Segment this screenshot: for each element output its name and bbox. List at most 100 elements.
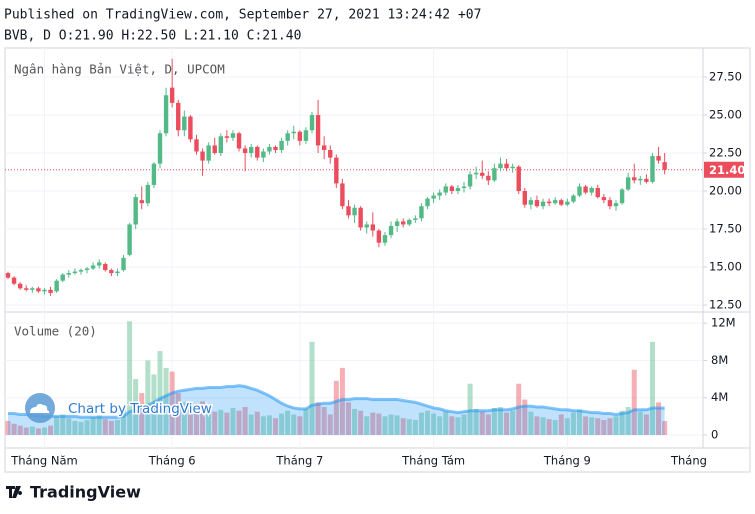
candle-body — [407, 219, 412, 225]
volume-bar — [558, 414, 564, 435]
candle-body — [90, 265, 96, 269]
volume-bar — [17, 425, 23, 435]
volume-bar — [382, 416, 388, 435]
volume-bar — [327, 414, 333, 435]
candle-body — [48, 289, 53, 293]
volume-bar — [370, 412, 376, 435]
volume-bar — [461, 414, 467, 435]
candle-body — [218, 136, 223, 154]
candle-body — [297, 131, 303, 141]
candle-body — [182, 116, 187, 131]
volume-bar — [315, 402, 321, 435]
volume-bar — [151, 374, 157, 435]
candle-body — [157, 133, 163, 164]
candle-body — [619, 189, 625, 204]
candle-body — [467, 174, 473, 187]
candle-body — [528, 200, 534, 205]
volume-bar — [352, 408, 358, 435]
symbol-line: BVB, D O:21.90 H:22.50 L:21.10 C:21.40 — [4, 29, 301, 44]
candle-body — [504, 163, 509, 169]
y-tick-label: 20.00 — [709, 184, 742, 198]
candle-body — [413, 218, 418, 220]
volume-bar — [406, 419, 412, 435]
candle-body — [401, 221, 406, 225]
y-tick-label: 4M — [711, 390, 728, 404]
volume-bar — [656, 402, 662, 435]
candle-body — [24, 288, 29, 290]
candle-body — [72, 271, 78, 274]
volume-bar — [449, 416, 455, 435]
candle-body — [559, 200, 564, 205]
candle-body — [17, 283, 23, 289]
volume-bar — [510, 410, 516, 435]
candle-body — [510, 166, 515, 169]
volume-bar — [534, 416, 540, 435]
candle-body — [449, 186, 455, 192]
candle-body — [607, 200, 613, 207]
candle-body — [546, 201, 552, 204]
volume-bar — [364, 416, 370, 435]
volume-bar — [163, 367, 169, 435]
candle-body — [431, 195, 436, 199]
volume-bar — [291, 414, 297, 435]
y-tick-label: 22.50 — [709, 146, 742, 160]
candle-body — [443, 186, 448, 193]
candle-body — [632, 177, 637, 181]
volume-bar — [218, 409, 224, 435]
last-price-label: 21.40 — [709, 163, 745, 177]
candle-body — [522, 191, 527, 205]
candle-body — [236, 133, 242, 149]
volume-bar — [613, 416, 619, 435]
volume-bar — [528, 411, 534, 435]
volume-bar — [35, 428, 41, 435]
y-tick-label: 27.50 — [709, 70, 742, 84]
volume-bar — [127, 321, 133, 435]
candle-body — [492, 168, 497, 181]
volume-legend: Volume (20) — [14, 324, 97, 339]
candle-body — [498, 163, 503, 169]
volume-bar — [504, 412, 510, 435]
candle-body — [553, 200, 558, 204]
volume-bar — [48, 425, 54, 435]
candle-body — [656, 156, 661, 161]
volume-bar — [589, 417, 595, 435]
volume-bar — [60, 414, 66, 435]
candle-body — [364, 224, 369, 228]
volume-bar — [437, 416, 443, 435]
candle-body — [194, 139, 199, 152]
volume-bar — [242, 407, 248, 435]
y-tick-label: 8M — [711, 353, 728, 367]
volume-bar — [72, 420, 78, 435]
y-tick-label: 25.00 — [709, 108, 742, 122]
candle-body — [486, 175, 491, 181]
candle-body — [200, 151, 205, 161]
x-tick-label: Tháng — [670, 454, 707, 468]
candle-body — [388, 225, 394, 236]
volume-bar — [333, 380, 339, 435]
watermark-cloud — [30, 403, 50, 413]
candle-body — [394, 221, 400, 226]
volume-bar — [114, 420, 120, 435]
candle-body — [650, 156, 655, 182]
volume-ma-area — [8, 385, 665, 435]
candle-body — [267, 146, 272, 152]
candle-body — [662, 162, 667, 170]
candle-body — [601, 197, 607, 201]
watermark-text: Chart by TradingView — [68, 401, 212, 417]
x-tick-label: Tháng 7 — [275, 454, 323, 468]
volume-bar — [455, 417, 461, 435]
volume-bar — [497, 407, 503, 435]
volume-bar — [84, 420, 90, 435]
candle-body — [625, 177, 631, 190]
candle-body — [534, 200, 540, 207]
candle-body — [30, 288, 35, 290]
volume-bar — [248, 414, 254, 435]
y-tick-label: 12M — [711, 316, 736, 330]
volume-bar — [443, 411, 449, 435]
candle-body — [139, 200, 144, 204]
volume-bar — [157, 351, 163, 435]
x-tick-label: Tháng Năm — [10, 454, 77, 468]
candle-body — [230, 133, 236, 138]
volume-ma-line — [8, 384, 665, 419]
